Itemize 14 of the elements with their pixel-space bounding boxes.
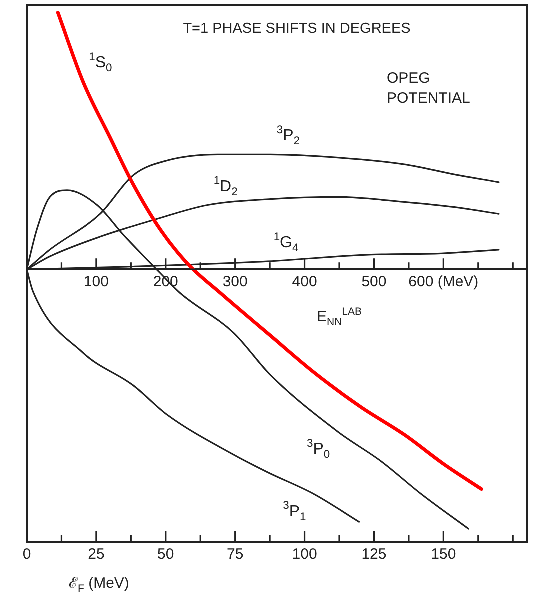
text: T=1 PHASE SHIFTS IN DEGREES: [183, 21, 411, 37]
x-tick-label: 50: [158, 546, 174, 564]
x2-tick-label: 500: [362, 274, 387, 291]
x2-tick-label: 600 (MeV): [408, 274, 479, 291]
x-tick-label: 75: [226, 546, 244, 564]
x2-tick-label: 400: [292, 274, 318, 291]
x-tick-label: 100: [292, 546, 318, 564]
x2-tick-label: 300: [222, 274, 248, 291]
annotation: OPEG POTENTIAL: [387, 70, 470, 107]
x-tick-label: 150: [431, 546, 456, 564]
x-tick-label: 0: [22, 546, 32, 564]
x2-tick-label: 100: [84, 274, 109, 291]
x-tick-label: 125: [362, 546, 387, 564]
x-tick-label: 25: [88, 546, 105, 564]
